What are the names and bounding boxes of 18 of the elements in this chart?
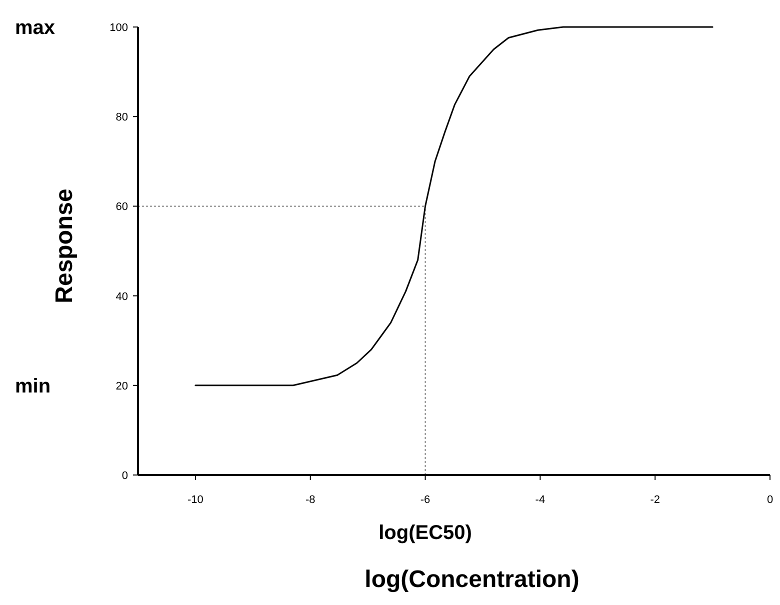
x-axis-title: log(Concentration) [364, 566, 580, 593]
x-tick-label: -4 [535, 494, 546, 506]
y-axis-title: Response [51, 188, 78, 304]
x-tick-label: -8 [305, 494, 316, 506]
x-tick-label: -2 [650, 494, 660, 506]
y-tick-label: 40 [116, 290, 128, 303]
text: max [15, 17, 56, 39]
y-tick-label: 80 [116, 112, 128, 124]
x-tick-label: 0 [766, 494, 774, 506]
x-tick-label: -6 [420, 494, 430, 506]
y-tick-label: 20 [116, 380, 128, 392]
text: min [15, 375, 51, 398]
x-tick-label: -10 [188, 494, 204, 506]
text: log(EC50) [378, 522, 472, 544]
line-series [194, 26, 714, 386]
y-tick-label: 100 [110, 22, 128, 34]
y-tick-label: 0 [122, 470, 128, 482]
y-tick-label: 60 [116, 201, 128, 214]
